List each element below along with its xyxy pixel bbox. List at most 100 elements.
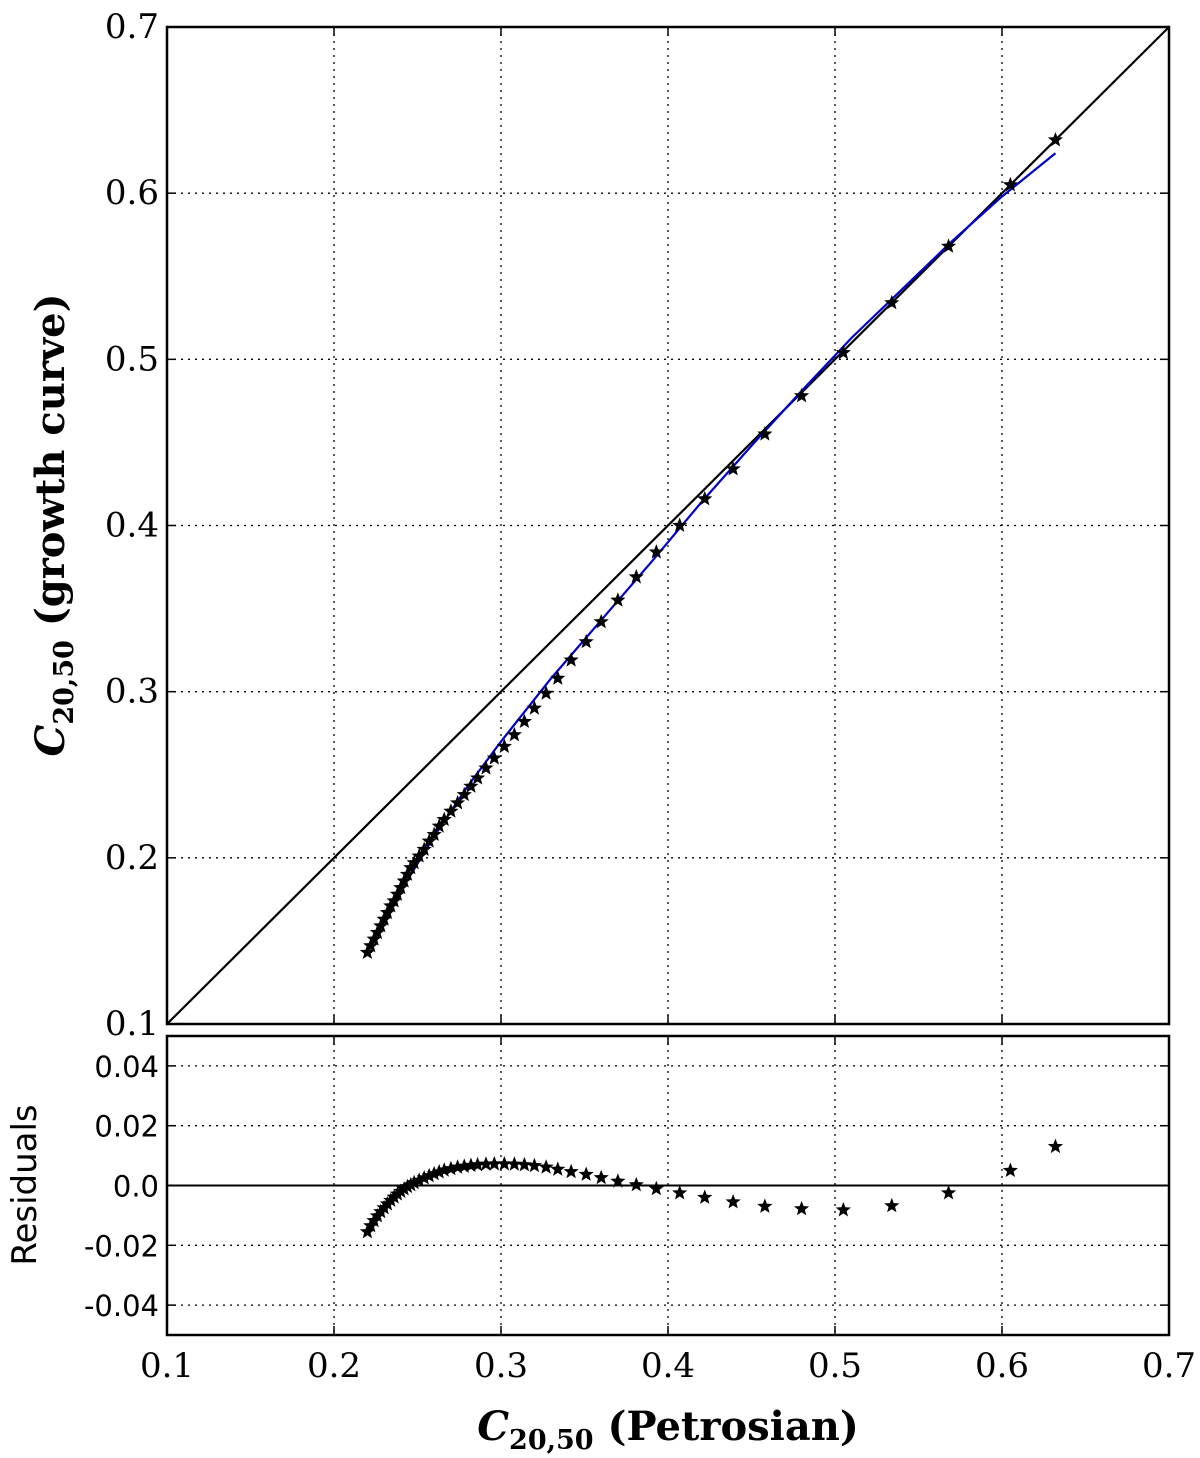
main-point-12 (399, 866, 416, 881)
residuals-xtick-label-3: 0.4 (641, 1346, 695, 1386)
residuals-point-35 (578, 1166, 594, 1181)
main-point-33 (550, 670, 566, 685)
main-point-20 (436, 811, 452, 827)
residuals-point-31 (526, 1157, 543, 1173)
main-point-41 (697, 490, 713, 506)
x-axis-subscript: 20,50 (509, 1425, 594, 1456)
residuals-point-23 (456, 1158, 472, 1173)
residuals-ytick-label-1: -0.02 (84, 1229, 159, 1263)
main-point-21 (443, 803, 459, 818)
main-point-43 (757, 426, 773, 441)
main-point-15 (411, 848, 427, 863)
residuals-point-33 (550, 1161, 566, 1176)
main-point-9 (389, 886, 406, 901)
residuals-point-36 (593, 1169, 609, 1185)
main-point-8 (386, 893, 402, 908)
residuals-xtick-label-1: 0.2 (307, 1346, 361, 1386)
residuals-point-39 (648, 1180, 664, 1196)
residuals-point-46 (884, 1197, 900, 1213)
main-point-30 (516, 713, 532, 729)
main-point-32 (538, 685, 554, 700)
main-y-axis-title: C20,50 (growth curve) (27, 293, 80, 756)
residuals-point-32 (538, 1159, 554, 1174)
main-point-4 (373, 917, 389, 933)
main-point-29 (506, 726, 522, 742)
main-point-49 (1047, 131, 1064, 147)
residuals-points (359, 1138, 1064, 1239)
main-point-3 (369, 924, 386, 940)
x-axis-symbol: C (477, 1403, 509, 1450)
residuals-xtick-label-5: 0.6 (975, 1346, 1029, 1386)
main-ytick-label-2: 0.3 (105, 672, 159, 712)
main-point-23 (456, 786, 472, 802)
residuals-point-24 (463, 1157, 479, 1172)
main-ytick-label-3: 0.4 (105, 506, 159, 546)
main-point-38 (628, 569, 644, 584)
residuals-point-18 (426, 1165, 442, 1181)
residuals-point-45 (835, 1202, 851, 1217)
residuals-point-47 (940, 1184, 957, 1200)
main-ytick-label-5: 0.6 (105, 173, 159, 213)
residuals-point-37 (610, 1173, 626, 1188)
main-point-10 (393, 879, 409, 895)
residuals-ytick-label-4: 0.04 (94, 1050, 159, 1084)
residuals-point-16 (416, 1170, 432, 1185)
residuals-point-34 (563, 1163, 579, 1179)
main-point-36 (593, 613, 609, 629)
residuals-xtick-label-4: 0.5 (808, 1346, 862, 1386)
main-ytick-label-1: 0.2 (105, 838, 159, 878)
main-y-axis-subscript: 20,50 (49, 640, 80, 725)
residuals-point-20 (436, 1162, 452, 1177)
residuals-point-21 (443, 1160, 459, 1176)
main-series-line-1 (166, 26, 1170, 1025)
residuals-point-12 (399, 1178, 416, 1194)
residuals-point-28 (496, 1155, 512, 1171)
main-point-1 (363, 937, 379, 953)
residuals-ytick-label-2: 0.0 (113, 1170, 159, 1204)
main-point-24 (463, 778, 479, 793)
residuals-xtick-label-6: 0.7 (1142, 1346, 1196, 1386)
main-point-34 (563, 652, 579, 667)
main-point-2 (366, 931, 382, 946)
residuals-point-40 (672, 1184, 688, 1200)
main-ytick-label-4: 0.5 (105, 339, 159, 379)
main-point-19 (431, 818, 447, 833)
residuals-point-14 (406, 1174, 422, 1190)
residuals-point-43 (757, 1198, 773, 1213)
main-point-17 (421, 833, 437, 848)
main-point-5 (376, 911, 392, 926)
residuals-point-13 (403, 1176, 419, 1192)
main-y-axis-symbol: C (27, 725, 74, 757)
x-axis-rest: (Petrosian) (594, 1403, 859, 1450)
main-point-14 (406, 854, 422, 870)
main-point-39 (648, 544, 664, 559)
main-point-0 (359, 944, 376, 960)
main-point-31 (526, 700, 543, 715)
main-points (359, 131, 1064, 960)
residuals-point-26 (478, 1156, 494, 1171)
main-ytick-label-6: 0.7 (105, 7, 159, 47)
residuals-xtick-label-0: 0.1 (140, 1346, 194, 1386)
main-point-28 (496, 738, 512, 753)
main-point-44 (793, 387, 810, 403)
residuals-point-42 (725, 1193, 741, 1209)
residuals-point-48 (1002, 1162, 1018, 1178)
main-point-25 (470, 770, 486, 785)
residuals-xtick-label-2: 0.3 (474, 1346, 528, 1386)
residuals-point-17 (421, 1167, 437, 1183)
main-point-6 (379, 904, 396, 920)
residuals-ticks: 0.1 0.2 0.3 0.4 0.5 0.6 0.7 -0.04 -0.02 0.0 0.02 0.… (84, 1036, 1196, 1386)
main-point-11 (396, 873, 412, 888)
residuals-point-25 (470, 1156, 486, 1172)
residuals-point-19 (431, 1164, 447, 1179)
main-point-26 (478, 760, 494, 775)
main-point-47 (940, 238, 957, 253)
residuals-ytick-label-0: -0.04 (84, 1289, 159, 1323)
main-point-35 (578, 633, 594, 649)
main-point-18 (426, 826, 442, 842)
main-point-37 (610, 592, 626, 607)
residuals-point-44 (793, 1200, 810, 1216)
residuals-y-axis-title: Residuals (5, 1104, 45, 1265)
residuals-point-29 (506, 1156, 522, 1171)
main-series-line-2 (364, 152, 1057, 957)
